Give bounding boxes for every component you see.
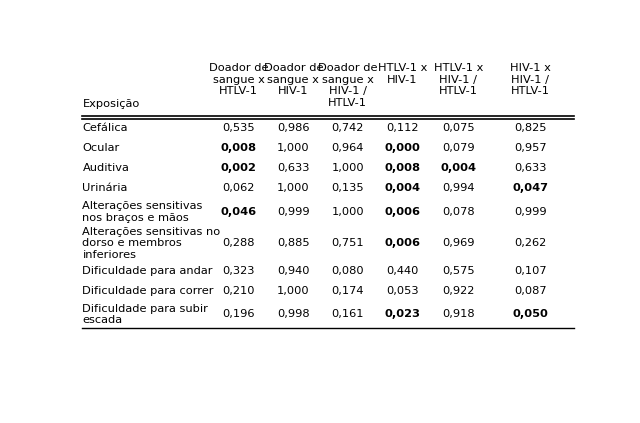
Text: 0,940: 0,940 [277,266,310,276]
Text: 0,999: 0,999 [277,207,310,217]
Text: Doador de
sangue x
HIV-1: Doador de sangue x HIV-1 [264,63,323,96]
Text: 0,107: 0,107 [514,266,547,276]
Text: 0,964: 0,964 [332,143,364,153]
Text: 0,087: 0,087 [514,286,547,296]
Text: 0,633: 0,633 [277,163,310,173]
Text: 1,000: 1,000 [277,286,310,296]
Text: Ocular: Ocular [83,143,120,153]
Text: 0,078: 0,078 [442,207,474,217]
Text: 0,742: 0,742 [332,124,364,133]
Text: 0,004: 0,004 [385,183,420,193]
Text: 0,825: 0,825 [514,124,547,133]
Text: 0,535: 0,535 [223,124,255,133]
Text: 0,174: 0,174 [332,286,364,296]
Text: 0,135: 0,135 [332,183,364,193]
Text: 0,062: 0,062 [223,183,255,193]
Text: Alterações sensitivas no
dorso e membros
inferiores: Alterações sensitivas no dorso e membros… [83,227,221,260]
Text: Auditiva: Auditiva [83,163,129,173]
Text: 0,053: 0,053 [386,286,419,296]
Text: Dificuldade para correr: Dificuldade para correr [83,286,214,296]
Text: 0,918: 0,918 [442,309,474,319]
Text: HTLV-1 x
HIV-1: HTLV-1 x HIV-1 [378,63,427,85]
Text: 0,885: 0,885 [277,238,310,248]
Text: 0,079: 0,079 [442,143,474,153]
Text: 0,008: 0,008 [385,163,420,173]
Text: 1,000: 1,000 [332,207,364,217]
Text: Dificuldade para andar: Dificuldade para andar [83,266,213,276]
Text: 0,210: 0,210 [223,286,255,296]
Text: Cefálica: Cefálica [83,124,128,133]
Text: 0,002: 0,002 [221,163,257,173]
Text: 0,994: 0,994 [442,183,474,193]
Text: Doador de
sangue x
HTLV-1: Doador de sangue x HTLV-1 [209,63,268,96]
Text: 0,006: 0,006 [385,207,420,217]
Text: 0,080: 0,080 [332,266,364,276]
Text: 0,075: 0,075 [442,124,474,133]
Text: 0,633: 0,633 [514,163,547,173]
Text: 0,288: 0,288 [223,238,255,248]
Text: HIV-1 x
HIV-1 /
HTLV-1: HIV-1 x HIV-1 / HTLV-1 [509,63,550,96]
Text: 1,000: 1,000 [332,163,364,173]
Text: 0,969: 0,969 [442,238,474,248]
Text: 0,986: 0,986 [277,124,310,133]
Text: 1,000: 1,000 [277,183,310,193]
Text: Doador de
sangue x
HIV-1 /
HTLV-1: Doador de sangue x HIV-1 / HTLV-1 [318,63,378,108]
Text: 0,004: 0,004 [440,163,476,173]
Text: 0,575: 0,575 [442,266,474,276]
Text: 0,922: 0,922 [442,286,474,296]
Text: 0,323: 0,323 [223,266,255,276]
Text: Alterações sensitivas
nos braços e mãos: Alterações sensitivas nos braços e mãos [83,201,203,222]
Text: 0,440: 0,440 [386,266,419,276]
Text: 0,112: 0,112 [386,124,419,133]
Text: 0,161: 0,161 [332,309,364,319]
Text: Dificuldade para subir
escada: Dificuldade para subir escada [83,304,209,325]
Text: HTLV-1 x
HIV-1 /
HTLV-1: HTLV-1 x HIV-1 / HTLV-1 [433,63,483,96]
Text: 0,957: 0,957 [514,143,547,153]
Text: 1,000: 1,000 [277,143,310,153]
Text: 0,050: 0,050 [512,309,548,319]
Text: 0,023: 0,023 [385,309,420,319]
Text: 0,006: 0,006 [385,238,420,248]
Text: Exposição: Exposição [83,99,140,109]
Text: 0,999: 0,999 [514,207,547,217]
Text: 0,000: 0,000 [385,143,420,153]
Text: 0,046: 0,046 [221,207,257,217]
Text: 0,196: 0,196 [223,309,255,319]
Text: 0,262: 0,262 [514,238,547,248]
Text: 0,998: 0,998 [277,309,310,319]
Text: 0,751: 0,751 [332,238,364,248]
Text: 0,047: 0,047 [512,183,548,193]
Text: Urinária: Urinária [83,183,128,193]
Text: 0,008: 0,008 [221,143,257,153]
